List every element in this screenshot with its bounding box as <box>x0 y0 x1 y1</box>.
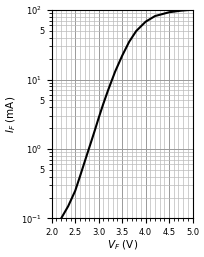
Y-axis label: $I_F$ (mA): $I_F$ (mA) <box>5 96 18 133</box>
X-axis label: $V_F$ (V): $V_F$ (V) <box>107 238 138 252</box>
